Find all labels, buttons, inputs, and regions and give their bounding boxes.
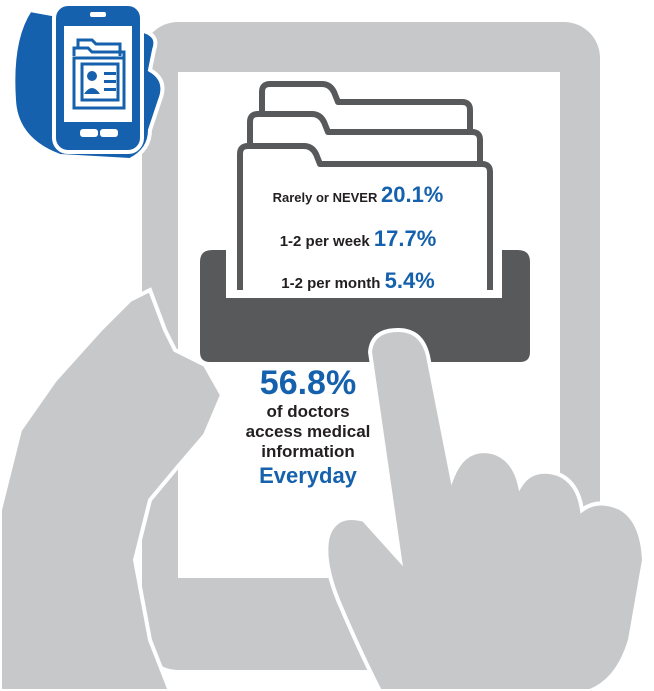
- headline-line-3: information: [218, 442, 398, 462]
- stat-value: 5.4%: [385, 268, 435, 293]
- stat-label: Rarely or NEVER: [273, 190, 381, 205]
- stat-row-rarely: Rarely or NEVER 20.1%: [238, 182, 478, 208]
- headline-percent: 56.8%: [218, 364, 398, 402]
- stat-value: 20.1%: [381, 182, 443, 207]
- headline-line-2: access medical: [218, 422, 398, 442]
- stat-value: 17.7%: [374, 226, 436, 251]
- phone-with-files-icon: [13, 4, 162, 160]
- stat-label: 1-2 per week: [280, 233, 374, 250]
- headline-stat: 56.8% of doctors access medical informat…: [218, 364, 398, 489]
- stat-row-per-month: 1-2 per month 5.4%: [238, 268, 478, 294]
- stat-row-per-week: 1-2 per week 17.7%: [238, 226, 478, 252]
- headline-line-1: of doctors: [218, 402, 398, 422]
- stat-label: 1-2 per month: [281, 275, 384, 292]
- headline-emphasis: Everyday: [218, 463, 398, 489]
